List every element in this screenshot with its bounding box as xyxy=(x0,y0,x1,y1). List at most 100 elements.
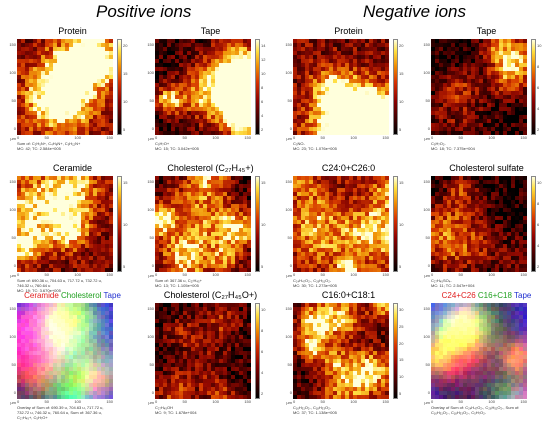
caption-line: MC: 37; TC: 1.138e+005 xyxy=(293,410,415,415)
x-tick-label: 0 xyxy=(293,135,295,140)
y-tick-label: 150 xyxy=(147,306,154,311)
colorbar-tick-label: 5 xyxy=(261,264,263,269)
y-tick-label: 100 xyxy=(9,70,16,75)
x-tick-label: 50 xyxy=(321,272,325,277)
y-tick-label: 100 xyxy=(147,334,154,339)
caption-line: MC: 42; TC: 2.584e+005 xyxy=(17,146,139,151)
y-tick-label: 50 xyxy=(426,235,430,240)
colorbar-tick-label: 15 xyxy=(399,71,403,76)
y-tick-label: 150 xyxy=(285,42,292,47)
y-tick-label: 150 xyxy=(423,42,430,47)
y-tick-label: 50 xyxy=(150,362,154,367)
y-tick-label: 50 xyxy=(150,235,154,240)
colorbar-tick-label: 10 xyxy=(399,374,403,379)
panel-caption: C₅H₇O₂-MC: 18; TC: 7.375e+004 xyxy=(431,141,550,151)
legend-item: Tape xyxy=(104,291,121,300)
colorbar-tick-label: 4 xyxy=(537,106,539,111)
colorbar xyxy=(117,39,122,135)
ion-image xyxy=(431,176,527,272)
x-tick-label: 0 xyxy=(431,135,433,140)
legend-item: Tape xyxy=(514,291,531,300)
caption-line: MC: 11; TC: 2.547e+004 xyxy=(431,283,550,288)
colorbar-tick-label: 8 xyxy=(537,64,539,69)
y-tick-label: 0 xyxy=(14,263,16,268)
y-tick-label: 0 xyxy=(14,390,16,395)
y-tick-label: 50 xyxy=(288,98,292,103)
ion-image xyxy=(155,176,251,272)
axis-unit: µm xyxy=(10,136,16,141)
colorbar-tick-label: 15 xyxy=(261,180,265,185)
panel-title: Ceramide xyxy=(6,163,139,174)
panel-title: Tape xyxy=(420,26,550,37)
panel-title: Tape xyxy=(144,26,277,37)
x-tick-label: 100 xyxy=(488,272,495,277)
ion-image xyxy=(431,303,527,399)
colorbar-tick-label: 5 xyxy=(399,391,401,396)
x-tick-label: 150 xyxy=(382,135,389,140)
caption-line: MC: 18; TC: 7.375e+004 xyxy=(431,146,550,151)
x-tick-label: 100 xyxy=(488,399,495,404)
y-tick-label: 0 xyxy=(14,126,16,131)
x-tick-label: 150 xyxy=(244,399,251,404)
caption-line: MC: 9; TC: 1.678e+004 xyxy=(155,410,277,415)
x-tick-label: 150 xyxy=(106,399,113,404)
y-tick-label: 150 xyxy=(9,42,16,47)
colorbar-tick-label: 4 xyxy=(261,113,263,118)
y-tick-label: 0 xyxy=(290,263,292,268)
colorbar-tick-label: 6 xyxy=(261,349,263,354)
panel-caption: C₁₆H₃₁O₂-, C₁₈H₃₃O₂-MC: 37; TC: 1.138e+0… xyxy=(293,405,415,415)
y-tick-label: 100 xyxy=(423,70,430,75)
panel-caption: C₃NO-MC: 23; TC: 1.076e+005 xyxy=(293,141,415,151)
panel-title: Cholesterol sulfate xyxy=(420,163,550,174)
panel-title: Cholesterol (C₂₇H₄₅+) xyxy=(144,163,277,174)
panel-caption: Overlay of Sum of: C₂₄H₄₇O₂-, C₂₆H₅₁O₂-,… xyxy=(431,405,550,415)
colorbar-tick-label: 2 xyxy=(537,264,539,269)
colorbar-tick-label: 10 xyxy=(123,222,127,227)
caption-line: MC: 13; TC: 1.105e+005 xyxy=(155,283,277,288)
axis-unit: µm xyxy=(286,400,292,405)
x-tick-label: 150 xyxy=(382,399,389,404)
colorbar-tick-label: 20 xyxy=(399,43,403,48)
x-tick-label: 50 xyxy=(183,272,187,277)
y-tick-label: 0 xyxy=(152,390,154,395)
negative-ions-header: Negative ions xyxy=(363,2,466,22)
y-tick-label: 150 xyxy=(285,179,292,184)
panel-caption: C₅H₇O+MC: 15; TC: 3.042e+005 xyxy=(155,141,277,151)
ion-image xyxy=(293,303,389,399)
y-tick-label: 100 xyxy=(9,334,16,339)
y-tick-label: 50 xyxy=(150,98,154,103)
x-tick-label: 150 xyxy=(244,272,251,277)
y-tick-label: 100 xyxy=(285,70,292,75)
x-tick-label: 100 xyxy=(350,135,357,140)
ion-image xyxy=(293,39,389,135)
axis-unit: µm xyxy=(424,273,430,278)
panel-title: Protein xyxy=(6,26,139,37)
axis-unit: µm xyxy=(148,400,154,405)
x-tick-label: 100 xyxy=(74,399,81,404)
y-tick-label: 0 xyxy=(290,126,292,131)
panel-title: C24:0+C26:0 xyxy=(282,163,415,174)
y-tick-label: 50 xyxy=(288,235,292,240)
y-tick-label: 100 xyxy=(423,207,430,212)
y-tick-label: 150 xyxy=(285,306,292,311)
x-tick-label: 0 xyxy=(293,272,295,277)
